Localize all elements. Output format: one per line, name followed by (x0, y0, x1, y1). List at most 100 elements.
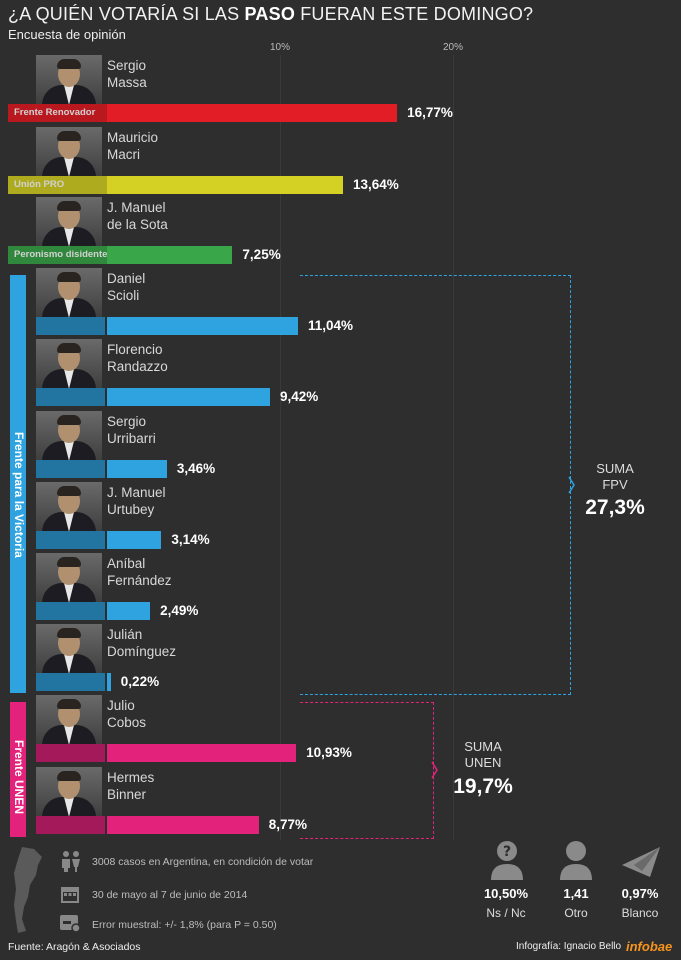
data-label-de-la-sota: 7,25% (242, 247, 281, 262)
svg-text:?: ? (503, 844, 511, 860)
data-label-macri: 13,64% (352, 177, 399, 192)
bracket-chevron-unen (431, 761, 438, 779)
candidate-name-line2: Massa (107, 75, 147, 90)
candidate-name-dominguez: Julián Domínguez (107, 626, 176, 660)
candidate-name-de-la-sota: J. Manuel de la Sota (107, 199, 168, 233)
candidate-photo-randazzo (36, 339, 102, 389)
candidate-name-line2: de la Sota (107, 217, 168, 232)
stat-value-otro: 1,41 (563, 886, 589, 901)
data-label-urribarri: 3,46% (176, 461, 216, 476)
people-icon (62, 851, 80, 872)
stat-value-nsnc: 10,50% (483, 886, 529, 901)
candidate-name-scioli: Daniel Scioli (107, 270, 145, 304)
bar-cobos (107, 744, 297, 762)
bar-stub-binner (36, 816, 105, 834)
calendar-icon (61, 887, 79, 903)
candidate-name-line1: Aníbal (107, 556, 146, 571)
data-label-massa: 16,77% (407, 105, 453, 120)
bar-macri (107, 176, 343, 194)
bar-randazzo (107, 388, 270, 406)
person-icon (560, 841, 592, 880)
footer-error: Error muestral: +/- 1,8% (para P = 0.50) (92, 919, 277, 931)
candidate-name-line1: J. Manuel (107, 485, 166, 500)
party-label-peronismo-disidente: Peronismo disidente (8, 246, 107, 264)
candidate-name-line1: Sergio (107, 414, 147, 429)
candidate-name-cobos: Julio Cobos (107, 697, 146, 731)
party-label-union-pro: Unión PRO (8, 176, 107, 194)
candidate-name-line2: Cobos (107, 715, 147, 730)
group-band-unen (10, 702, 26, 837)
sum-label-unen: SUMA UNEN (448, 739, 518, 771)
candidate-name-binner: Hermes Binner (107, 769, 154, 803)
candidate-name-line2: Urtubey (107, 502, 155, 517)
title-prefix: ¿A QUIÉN VOTARÍA SI LAS (8, 4, 245, 24)
sum-label-unen-line1: SUMA (464, 739, 502, 754)
group-label-fpv: Frente para la Victoria (12, 432, 26, 558)
group-band-fpv (10, 275, 26, 693)
gridline (280, 55, 281, 840)
candidate-photo-urribarri (36, 411, 102, 461)
bar-scioli (107, 317, 298, 335)
candidate-photo-urtubey (36, 482, 102, 532)
candidate-photo-dominguez (36, 624, 102, 674)
sum-label-unen-line2: UNEN (464, 755, 502, 770)
x-tick-label: 20% (442, 42, 464, 53)
bar-stub-scioli (36, 317, 105, 335)
sum-label-fpv-line2: FPV (602, 477, 628, 492)
party-label-frente-renovador: Frente Renovador (8, 104, 107, 122)
candidate-name-macri: Mauricio Macri (107, 129, 158, 163)
bar-urtubey (107, 531, 162, 549)
bar-stub-fernandez (36, 602, 105, 620)
candidate-name-randazzo: Florencio Randazzo (107, 341, 168, 375)
sum-value-fpv: 27,3% (585, 496, 645, 519)
candidate-photo-fernandez (36, 553, 102, 603)
infobae-logo: infobae (626, 939, 673, 954)
page-title: ¿A QUIÉN VOTARÍA SI LAS PASO FUERAN ESTE… (8, 4, 533, 25)
blank-ballot-icon (622, 847, 660, 877)
argentina-map-icon (14, 847, 42, 933)
gridline (453, 55, 454, 840)
bar-binner (107, 816, 259, 834)
page-subtitle: Encuesta de opinión (8, 27, 126, 42)
candidate-name-fernandez: Aníbal Fernández (107, 555, 172, 589)
sum-label-fpv: SUMA FPV (580, 461, 650, 493)
sum-label-fpv-line1: SUMA (596, 461, 634, 476)
data-label-cobos: 10,93% (306, 745, 352, 760)
candidate-name-line2: Randazzo (107, 359, 168, 374)
data-label-dominguez: 0,22% (120, 674, 160, 689)
data-label-binner: 8,77% (268, 817, 307, 832)
candidate-name-line1: Hermes (107, 770, 155, 785)
candidate-name-line1: Mauricio (107, 130, 159, 145)
title-suffix: FUERAN ESTE DOMINGO? (295, 4, 534, 24)
candidate-name-line1: Sergio (107, 58, 147, 73)
candidate-name-line2: Fernández (107, 573, 172, 588)
data-label-randazzo: 9,42% (279, 389, 319, 404)
bracket-fpv (300, 275, 571, 695)
bar-urribarri (107, 460, 167, 478)
candidate-name-urribarri: Sergio Urribarri (107, 413, 156, 447)
bar-stub-dominguez (36, 673, 105, 691)
bracket-chevron-fpv (568, 476, 575, 494)
bar-de-la-sota (107, 246, 233, 264)
unknown-person-icon: ? (491, 841, 523, 880)
candidate-name-line1: Julio (107, 698, 135, 713)
candidate-name-line1: Florencio (107, 342, 163, 357)
bar-stub-urribarri (36, 460, 105, 478)
candidate-name-line2: Macri (107, 147, 140, 162)
group-label-unen: Frente UNEN (12, 740, 26, 815)
stat-label-blanco: Blanco (621, 906, 659, 920)
candidate-name-line1: J. Manuel (107, 200, 166, 215)
bracket-unen (300, 702, 434, 839)
data-label-scioli: 11,04% (307, 318, 354, 333)
infographic-credit: Infografía: Ignacio Bello (516, 941, 622, 952)
candidate-name-line1: Daniel (107, 271, 146, 286)
stat-label-otro: Otro (564, 906, 588, 920)
candidate-photo-macri (36, 127, 102, 177)
candidate-name-line2: Urribarri (107, 431, 156, 446)
footer-cases: 3008 casos en Argentina, en condición de… (92, 856, 314, 868)
candidate-photo-de-la-sota (36, 197, 102, 247)
candidate-name-line2: Domínguez (107, 644, 177, 659)
sum-value-unen: 19,7% (453, 775, 513, 798)
stat-value-blanco: 0,97% (621, 886, 659, 901)
x-tick-label: 10% (269, 42, 291, 53)
